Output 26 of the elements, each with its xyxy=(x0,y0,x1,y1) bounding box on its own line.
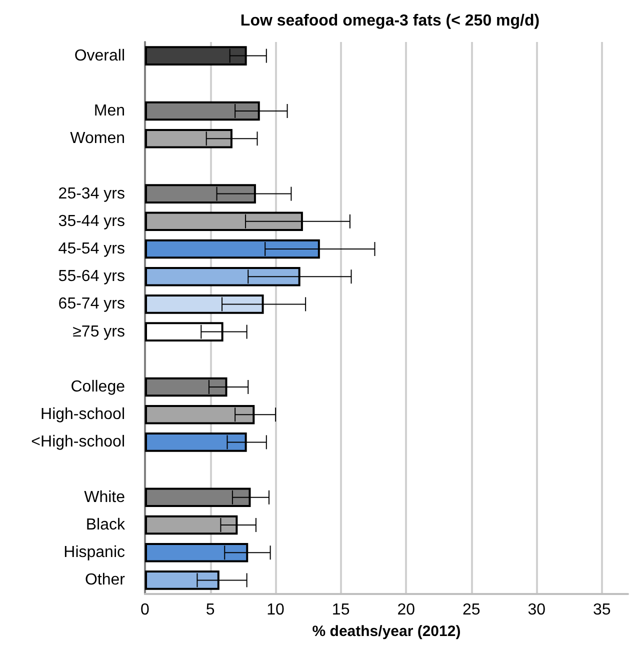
x-tick-label: 35 xyxy=(592,602,611,618)
y-tick-label: Men xyxy=(94,102,125,120)
y-tick-label: Hispanic xyxy=(64,544,125,562)
x-tick-label: 5 xyxy=(206,602,215,618)
x-axis-title: % deaths/year (2012) xyxy=(312,623,461,640)
x-tick-label: 25 xyxy=(462,602,480,618)
y-tick-label: Women xyxy=(70,130,125,148)
y-tick-label: 45-54 yrs xyxy=(58,240,125,258)
y-tick-label: Other xyxy=(84,572,126,589)
x-tick-label: 15 xyxy=(332,602,350,618)
x-tick-label: 20 xyxy=(397,602,416,618)
x-tick-label: 0 xyxy=(140,602,150,618)
x-tick-label: 30 xyxy=(528,602,546,618)
y-tick-label: 35-44 yrs xyxy=(58,212,125,230)
x-tick-label: 10 xyxy=(266,602,285,618)
y-tick-label: Overall xyxy=(74,47,125,64)
y-tick-label: College xyxy=(70,378,126,396)
chart-title: Low seafood omega-3 fats (< 250 mg/d) xyxy=(240,12,540,30)
y-tick-label: White xyxy=(84,488,126,506)
y-tick-label: High-school xyxy=(40,406,125,424)
y-tick-label: 55-64 yrs xyxy=(58,268,125,286)
y-tick-label: 25-34 yrs xyxy=(58,185,125,202)
y-tick-label: ≥75 yrs xyxy=(72,323,125,340)
y-tick-label: Black xyxy=(86,516,126,534)
y-tick-label: <High-school xyxy=(31,434,125,451)
y-tick-label: 65-74 yrs xyxy=(58,296,125,313)
